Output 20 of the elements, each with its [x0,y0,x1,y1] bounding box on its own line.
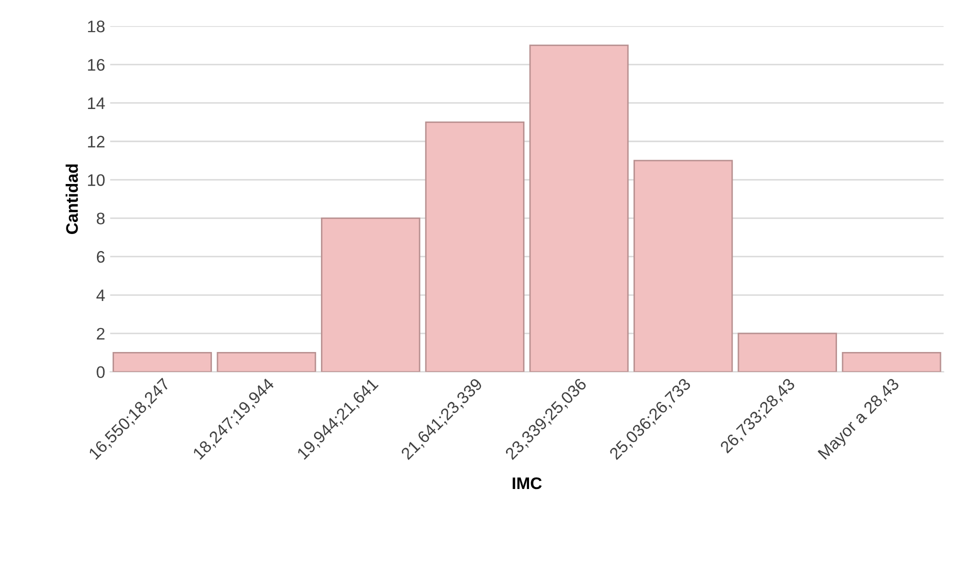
y-tick-label: 0 [96,366,105,378]
bar [112,352,212,372]
bar [425,121,524,372]
x-axis-title: IMC [512,477,542,490]
y-tick-label: 6 [96,251,105,263]
y-tick-label: 10 [88,174,105,186]
y-tick-label: 14 [88,98,105,110]
bar [529,44,629,372]
bar [320,218,420,372]
y-tick-label: 2 [96,328,104,340]
y-tick-label: 12 [88,136,104,148]
bar [842,352,942,372]
bar [738,332,838,372]
bar [216,352,316,372]
y-tick-label: 4 [96,290,105,302]
bar [634,160,733,372]
y-axis-title: Cantidad [66,164,78,234]
y-tick-label: 18 [88,20,105,32]
y-tick-label: 16 [88,58,105,71]
y-tick-label: 8 [96,212,105,224]
